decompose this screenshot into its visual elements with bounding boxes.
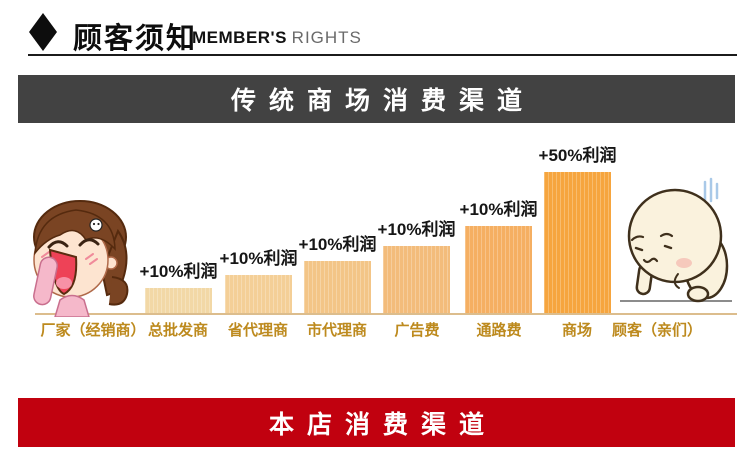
category-label: 市代理商 <box>306 322 368 339</box>
category-label: 厂家（经销商） <box>40 322 146 339</box>
traditional-channel-title: 传统商场消费渠道 <box>230 87 535 115</box>
chart-bar <box>225 275 292 313</box>
chart-baseline <box>35 313 737 315</box>
category-label: 商场 <box>561 322 593 339</box>
bar-value-label: +10%利润 <box>139 262 218 281</box>
subtitle-bold: MEMBER'S <box>192 28 287 47</box>
category-label: 通路费 <box>476 322 522 339</box>
bar-value-label: +10%利润 <box>377 220 456 239</box>
header-divider <box>28 54 737 56</box>
diamond-icon <box>29 13 57 51</box>
bar-value-label: +50%利润 <box>538 146 617 165</box>
bar-value-label: +10%利润 <box>298 235 377 254</box>
bar-value-label: +10%利润 <box>219 249 298 268</box>
store-channel-title: 本店消费渠道 <box>268 410 497 439</box>
category-label: 顾客（亲们） <box>611 322 703 339</box>
chart-bar <box>145 288 212 313</box>
chart-bar <box>304 261 371 313</box>
chart-bar <box>544 172 611 313</box>
chart-bar <box>383 246 450 313</box>
sad-customer-character <box>620 177 732 303</box>
category-label: 总批发商 <box>147 322 209 339</box>
page-title: 顾客须知 <box>73 23 198 55</box>
subtitle-light: RIGHTS <box>291 28 362 47</box>
laughing-girl-character <box>33 200 129 317</box>
page-subtitle: MEMBER'S RIGHTS <box>192 28 362 48</box>
traditional-channel-banner: 传统商场消费渠道 <box>18 75 735 123</box>
store-channel-banner: 本店消费渠道 <box>18 398 735 447</box>
chart-bar <box>465 226 532 313</box>
bar-value-label: +10%利润 <box>459 200 538 219</box>
category-label: 广告费 <box>394 322 440 339</box>
category-label: 省代理商 <box>227 322 289 339</box>
